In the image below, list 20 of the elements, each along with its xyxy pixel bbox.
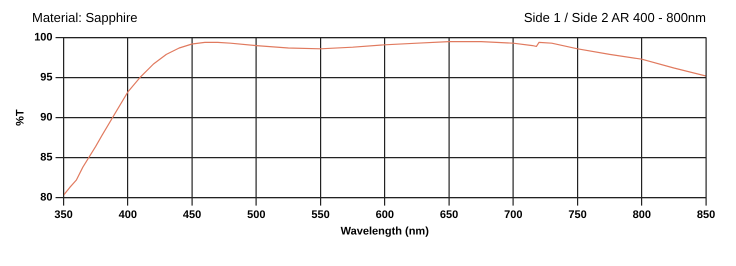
y-tick-label: 95 xyxy=(40,72,53,84)
x-axis-title: Wavelength (nm) xyxy=(340,225,430,238)
x-tick-label: 400 xyxy=(118,209,137,222)
y-tick-label: 90 xyxy=(40,112,53,124)
x-tick-label: 600 xyxy=(376,209,394,222)
x-tick-label: 650 xyxy=(440,209,458,222)
chart-subtitle: Side 1 / Side 2 AR 400 - 800nm xyxy=(524,10,706,25)
x-tick-label: 350 xyxy=(54,209,73,222)
chart-title: Material: Sapphire xyxy=(32,10,138,25)
x-tick-label: 800 xyxy=(632,209,651,222)
y-axis-title: %T xyxy=(14,109,27,126)
x-tick-label: 500 xyxy=(247,209,266,222)
y-tick-label: 80 xyxy=(40,192,53,204)
x-tick-label: 550 xyxy=(311,209,330,222)
y-tick-label: 85 xyxy=(40,152,53,164)
x-tick-label: 850 xyxy=(696,209,716,222)
x-tick-label: 450 xyxy=(182,209,202,222)
x-tick-label: 750 xyxy=(568,209,587,222)
x-tick-label: 700 xyxy=(504,209,522,222)
y-tick-label: 100 xyxy=(34,32,53,44)
